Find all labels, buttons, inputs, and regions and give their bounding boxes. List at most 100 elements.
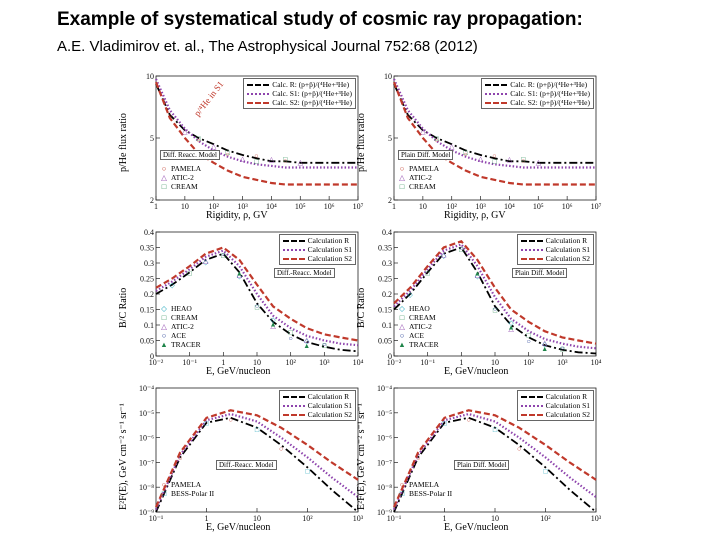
- citation: A.E. Vladimirov et. al., The Astrophysic…: [57, 38, 478, 55]
- legend-label: Calculation S1: [545, 245, 590, 254]
- dataset-entry-heao: ◇ HEAO: [398, 304, 439, 313]
- series-line-calc-s2: [392, 81, 596, 186]
- series-line-calculation-s2: [155, 246, 359, 342]
- data-point-heao: ◇: [475, 273, 481, 280]
- dataset-label: HEAO: [171, 304, 192, 313]
- dataset-entry-atic-2: △ ATIC-2: [398, 173, 439, 182]
- series-line-calculation-s1: [392, 412, 597, 510]
- legend-swatch: [485, 101, 508, 104]
- data-point-atic-2: △: [441, 252, 447, 259]
- data-point-atic-2: △: [478, 156, 484, 163]
- y-tick-label: 0.05: [140, 337, 154, 346]
- y-axis-label: E²F(E), GeV cm⁻² s⁻¹ sr⁻¹: [118, 403, 129, 510]
- y-tick-label: 0.1: [382, 321, 392, 330]
- data-point-heao: ◇: [304, 339, 310, 346]
- legend-swatch: [485, 83, 508, 86]
- series-line-calculation-s1: [154, 412, 359, 510]
- dataset-entry-pamela: ○ PAMELA: [398, 164, 439, 173]
- series-line-calc-s1: [392, 78, 596, 169]
- y-tick-label: 0: [388, 352, 392, 361]
- curve-legend: Calculation R Calculation S1 Calculation S…: [278, 234, 356, 265]
- x-tick-label: 10⁷: [353, 202, 364, 211]
- data-point-atic-2: △: [182, 128, 188, 135]
- x-tick-label: 10³: [319, 358, 330, 367]
- data-point-cream: □: [521, 156, 526, 163]
- data-point-heao: ◇: [237, 273, 243, 280]
- data-point-heao: ◇: [542, 342, 548, 349]
- x-tick-label: 1: [154, 202, 158, 211]
- data-point-atic-2: △: [420, 128, 426, 135]
- x-tick-label: 10³: [591, 514, 602, 523]
- data-point-ace: ○: [255, 303, 259, 310]
- dataset-label: ACE: [409, 331, 424, 340]
- legend-swatch: [282, 248, 305, 251]
- dataset-label: HEAO: [409, 304, 430, 313]
- dataset-entry-atic-2: △ ATIC-2: [160, 322, 201, 331]
- legend-label: Calculation R: [307, 236, 350, 245]
- x-axis-label: E, GeV/nucleon: [206, 522, 271, 533]
- data-point-bess-polar-ii: □: [204, 421, 209, 428]
- x-tick-label: 10⁶: [324, 202, 335, 211]
- model-label: Diff.-Reacc. Model: [216, 460, 277, 470]
- x-tick-label: 10: [491, 514, 499, 523]
- slide-title: Example of systematical study of cosmic …: [57, 9, 583, 30]
- data-point-heao: ◇: [508, 320, 514, 327]
- y-tick-label: 0.4: [144, 228, 154, 237]
- y-tick-label: 0.4: [382, 228, 392, 237]
- y-tick-label: 5: [150, 134, 154, 143]
- series-line-calc-s2: [154, 81, 358, 186]
- panel-pbar-reacc: 10⁻¹ 1 10 10² 10³ 10⁻⁴ 10⁻⁵ 10⁻⁶ 10⁻⁷ 10⁻⁸ 10⁻⁹ ○ ○ ○…: [118, 384, 400, 533]
- series-line-calculation-s1: [155, 249, 359, 347]
- y-tick-label: 10⁻⁷: [377, 458, 392, 467]
- x-axis-label: E, GeV/nucleon: [444, 366, 509, 377]
- x-tick-label: 10: [419, 202, 427, 211]
- legend-label: Calc. S1: (p+p̄)/(⁴He+³He): [510, 89, 590, 98]
- x-tick-label: 10: [491, 358, 499, 367]
- dataset-legend: ○ PAMELA △ ATIC-2 □ CREAM: [160, 164, 201, 191]
- x-tick-label: 10: [253, 358, 261, 367]
- y-tick-label: 10⁻⁹: [377, 508, 392, 517]
- data-point-ace: ○: [493, 306, 497, 313]
- legend-label: Calc. R: (p+p̄)/(⁴He+³He): [510, 80, 588, 89]
- dataset-label: ATIC-2: [409, 322, 432, 331]
- data-point-cream: □: [463, 150, 468, 157]
- legend-entry: Calc. S1: (p+p̄)/(⁴He+³He): [247, 89, 352, 98]
- dataset-label: TRACER: [171, 340, 201, 349]
- data-point-pamela: ○: [168, 113, 172, 120]
- legend-swatch: [247, 101, 270, 104]
- series-line-calculation-r: [393, 416, 597, 513]
- data-point-pamela: ○: [283, 158, 287, 165]
- series-line-calc-r: [155, 83, 358, 164]
- y-axis-label: B/C Ratio: [356, 287, 367, 328]
- marker-icon: △: [399, 322, 405, 331]
- marker-icon: □: [399, 489, 405, 498]
- data-point-cream: □: [322, 343, 327, 350]
- x-tick-label: 10⁴: [591, 358, 602, 367]
- chart-svg: 10⁻¹ 1 10 10² 10³10⁻⁴10⁻⁵10⁻⁶10⁻⁷10⁻⁸10⁻⁹○○○…: [139, 384, 364, 523]
- x-tick-label: 10: [181, 202, 189, 211]
- y-axis-label: p/He flux ratio: [118, 113, 129, 172]
- dataset-label: PAMELA: [409, 164, 440, 173]
- marker-icon: ○: [161, 480, 167, 489]
- dataset-entry-bess-polar-ii: □ BESS-Polar II: [160, 489, 214, 498]
- data-point-pamela: ○: [225, 151, 229, 158]
- marker-icon: ○: [161, 164, 167, 173]
- legend-swatch: [282, 239, 305, 242]
- data-point-cream: □: [560, 346, 565, 353]
- series-line-calculation-r: [155, 416, 359, 513]
- x-tick-label: 1: [443, 514, 447, 523]
- data-point-cream: □: [197, 136, 202, 143]
- data-point-ace: ○: [560, 345, 564, 352]
- y-axis-label: p/He flux ratio: [356, 113, 367, 172]
- dataset-entry-cream: □ CREAM: [398, 182, 439, 191]
- y-tick-label: 10⁻⁶: [377, 434, 392, 443]
- dataset-label: ATIC-2: [171, 173, 194, 182]
- marker-icon: □: [161, 489, 167, 498]
- data-point-bess-polar-ii: □: [543, 468, 548, 475]
- marker-icon: ◇: [399, 304, 405, 313]
- series-line-calculation-s2: [393, 240, 597, 345]
- x-axis-label: E, GeV/nucleon: [444, 522, 509, 533]
- y-tick-label: 10⁻⁸: [377, 483, 392, 492]
- dataset-entry-ace: ○ ACE: [398, 331, 439, 340]
- legend-entry: Calculation R: [520, 236, 590, 245]
